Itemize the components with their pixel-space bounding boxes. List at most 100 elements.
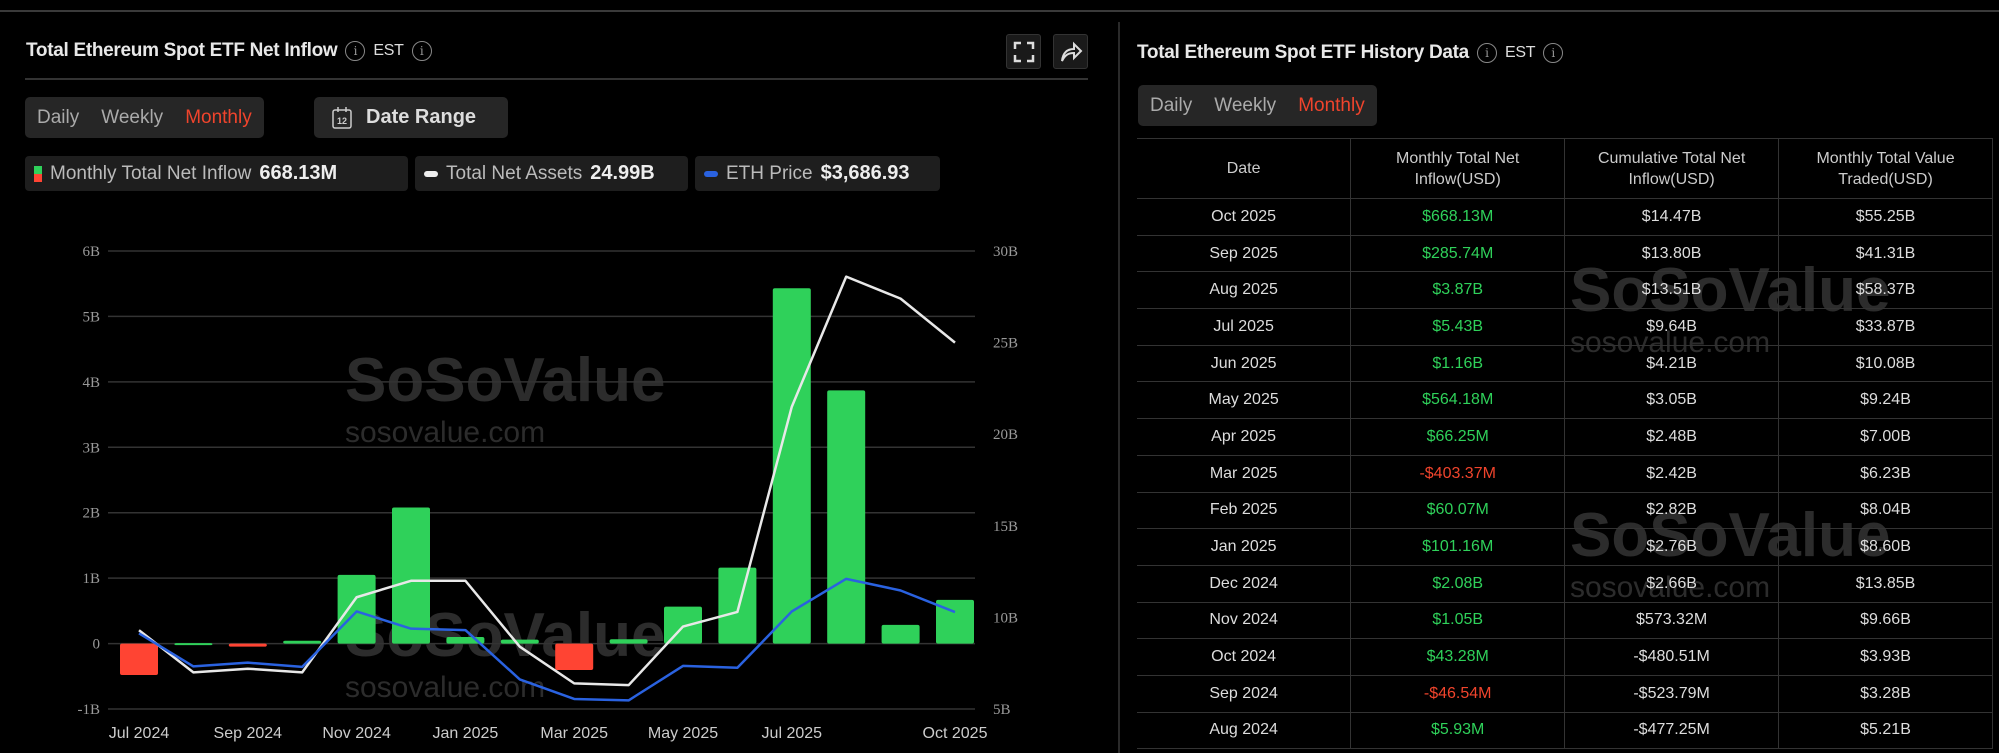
cell-value-traded: $8.60B (1778, 528, 1993, 566)
inflow-bar (881, 624, 920, 644)
inflow-bar (120, 643, 158, 675)
cell-cumulative-inflow: -$480.51M (1564, 638, 1780, 676)
cell-value-traded: $9.24B (1778, 381, 1993, 420)
table-row: Aug 2024 $5.93M -$477.25M $5.21B (1137, 711, 1993, 750)
period-tabs: Daily Weekly Monthly (25, 97, 264, 138)
share-icon (1060, 41, 1082, 61)
cell-monthly-inflow: $43.28M (1350, 638, 1566, 676)
x-axis-tick-label: Jan 2025 (432, 725, 498, 742)
x-axis-tick-label: Jul 2025 (762, 725, 823, 742)
cell-cumulative-inflow: $2.66B (1564, 564, 1780, 603)
timezone-info-icon[interactable]: i (1543, 43, 1564, 63)
left-axis-tick-label: -1B (78, 702, 101, 718)
cell-date: Feb 2025 (1137, 491, 1352, 530)
info-icon[interactable]: i (345, 41, 366, 61)
cell-monthly-inflow: $668.13M (1350, 198, 1566, 236)
cell-date: Aug 2025 (1137, 271, 1352, 310)
cell-value-traded: $7.00B (1778, 418, 1993, 456)
table-row: Feb 2025 $60.07M $2.82B $8.04B (1137, 491, 1993, 530)
date-range-label: Date Range (366, 106, 477, 128)
cell-monthly-inflow: $285.74M (1350, 234, 1566, 273)
cell-cumulative-inflow: $13.80B (1564, 234, 1780, 273)
net-assets-line (138, 275, 956, 687)
eth-price-line (138, 577, 956, 702)
cell-value-traded: $3.28B (1778, 674, 1993, 713)
cell-cumulative-inflow: $4.21B (1564, 344, 1780, 383)
cell-monthly-inflow: -$403.37M (1350, 454, 1566, 493)
cell-date: Sep 2024 (1137, 674, 1352, 713)
timezone-info-icon[interactable]: i (411, 41, 432, 61)
tab-monthly[interactable]: Monthly (1298, 94, 1365, 116)
cell-monthly-inflow: $3.87B (1350, 271, 1566, 310)
table-title: Total Ethereum Spot ETF History Data i E… (1137, 42, 1564, 64)
cell-date: Jan 2025 (1137, 528, 1352, 566)
left-axis-tick-label: 1B (82, 571, 100, 587)
table-title-text: Total Ethereum Spot ETF History Data (1137, 42, 1469, 63)
cell-monthly-inflow: $1.05B (1350, 601, 1566, 640)
date-range-button[interactable]: 12 Date Range (314, 97, 508, 138)
inflow-bar (718, 567, 757, 644)
cell-date: Nov 2024 (1137, 601, 1352, 640)
tab-weekly[interactable]: Weekly (101, 106, 164, 128)
tab-monthly[interactable]: Monthly (185, 106, 252, 128)
cell-date: Dec 2024 (1137, 564, 1352, 603)
legend-label: Monthly Total Net Inflow (50, 162, 252, 184)
legend-net-assets[interactable]: Total Net Assets 24.99B (415, 156, 688, 191)
cell-cumulative-inflow: $14.47B (1564, 198, 1780, 236)
calendar-icon: 12 (332, 106, 352, 129)
legend-net-inflow[interactable]: Monthly Total Net Inflow 668.13M (25, 156, 408, 191)
line-swatch-icon (704, 170, 718, 177)
header-date[interactable]: Date (1137, 138, 1352, 199)
table-row: Jul 2025 $5.43B $9.64B $33.87B (1137, 308, 1993, 346)
cell-value-traded: $8.04B (1778, 491, 1993, 530)
cell-date: Oct 2024 (1137, 638, 1352, 676)
header-monthly-inflow[interactable]: Monthly Total Net Inflow(USD) (1350, 138, 1566, 199)
inflow-bar (500, 639, 539, 644)
cell-date: Jul 2025 (1137, 308, 1352, 346)
cell-date: Jun 2025 (1137, 344, 1352, 383)
cell-value-traded: $6.23B (1778, 454, 1993, 493)
x-axis-tick-label: Jul 2024 (109, 725, 170, 742)
cell-monthly-inflow: $66.25M (1350, 418, 1566, 456)
right-axis-tick-label: 20B (993, 427, 1018, 443)
tab-daily[interactable]: Daily (37, 106, 80, 128)
cell-date: Mar 2025 (1137, 454, 1352, 493)
left-axis-tick-label: 5B (82, 309, 100, 325)
cell-cumulative-inflow: $2.82B (1564, 491, 1780, 530)
left-axis-tick-label: 4B (82, 375, 100, 391)
legend-label: Total Net Assets (446, 162, 583, 184)
left-axis-tick-label: 2B (82, 506, 100, 522)
cell-value-traded: $9.66B (1778, 601, 1993, 640)
chart-title: Total Ethereum Spot ETF Net Inflow i EST… (26, 40, 432, 62)
cell-value-traded: $5.21B (1778, 711, 1993, 750)
cell-value-traded: $55.25B (1778, 198, 1993, 236)
legend-eth-price[interactable]: ETH Price $3,686.93 (695, 156, 940, 191)
cell-cumulative-inflow: $573.32M (1564, 601, 1780, 640)
tab-daily[interactable]: Daily (1150, 94, 1193, 116)
cell-value-traded: $13.85B (1778, 564, 1993, 603)
header-cumulative-inflow[interactable]: Cumulative Total Net Inflow(USD) (1564, 138, 1780, 199)
right-axis-tick-label: 10B (993, 610, 1018, 626)
cell-date: May 2025 (1137, 381, 1352, 420)
left-axis-tick-label: 6B (82, 244, 100, 260)
inflow-bar (664, 606, 702, 644)
cell-monthly-inflow: $1.16B (1350, 344, 1566, 383)
cell-monthly-inflow: $101.16M (1350, 528, 1566, 566)
fullscreen-button[interactable] (1006, 34, 1041, 69)
tab-weekly[interactable]: Weekly (1214, 94, 1277, 116)
cell-cumulative-inflow: $2.42B (1564, 454, 1780, 493)
cell-cumulative-inflow: $2.76B (1564, 528, 1780, 566)
cell-date: Oct 2025 (1137, 198, 1352, 236)
timezone-label: EST (373, 42, 404, 59)
inflow-bar (174, 643, 213, 646)
share-button[interactable] (1053, 34, 1088, 69)
table-row: Mar 2025 -$403.37M $2.42B $6.23B (1137, 454, 1993, 493)
right-axis-tick-label: 15B (993, 519, 1018, 535)
info-icon[interactable]: i (1476, 43, 1497, 63)
header-value-traded[interactable]: Monthly Total Value Traded(USD) (1778, 138, 1993, 199)
legend-value: 24.99B (590, 162, 655, 184)
cell-value-traded: $3.93B (1778, 638, 1993, 676)
cell-value-traded: $41.31B (1778, 234, 1993, 273)
header-divider (25, 78, 1088, 80)
left-axis-tick-label: 0 (93, 637, 101, 653)
